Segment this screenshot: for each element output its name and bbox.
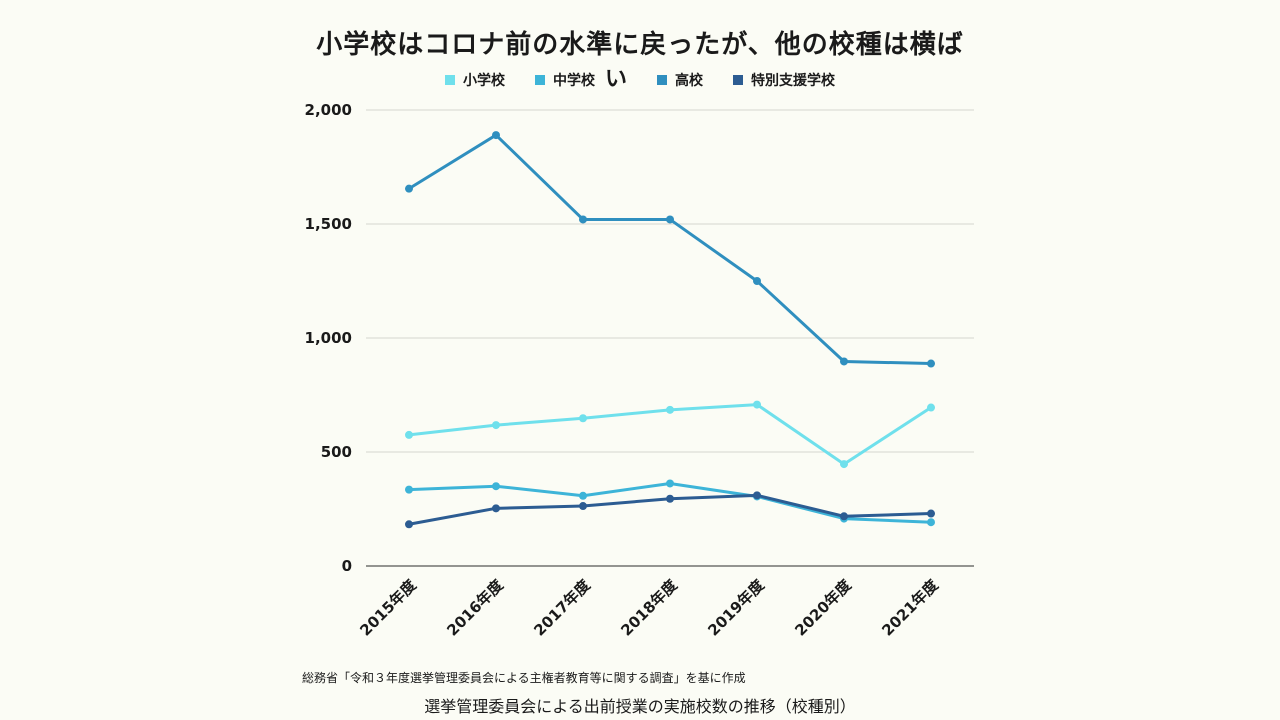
data-point [927, 509, 935, 518]
chart-title: 小学校はコロナ前の水準に戻ったが、他の校種は横ば [316, 30, 964, 60]
data-point [579, 215, 587, 224]
source-note: 総務省「令和３年度選挙管理委員会による主権者教育等に関する調査」を基に作成 [302, 671, 746, 685]
legend-item-junior-high: 中学校 い [534, 67, 627, 92]
y-tick-label: 1,500 [305, 215, 352, 233]
legend-item-special-support: 特別支援学校 [733, 70, 835, 90]
data-point [405, 430, 413, 439]
data-point [753, 491, 761, 500]
data-point [579, 414, 587, 423]
legend-swatch-junior-high [534, 75, 545, 85]
data-point [753, 400, 761, 409]
y-tick-label: 1,000 [305, 329, 352, 347]
data-point [492, 504, 500, 513]
legend-swatch-elementary [444, 75, 455, 85]
x-tick-label: 2021年度 [878, 575, 942, 639]
legend-label-junior-high: 中学校 [552, 73, 595, 89]
data-point [579, 502, 587, 511]
legend-item-elementary: 小学校 [444, 70, 505, 90]
data-point [753, 277, 761, 285]
data-point [405, 520, 413, 529]
data-point [666, 405, 674, 414]
y-tick-label: 0 [342, 557, 352, 575]
data-point [405, 184, 413, 193]
chart-caption: 選挙管理委員会による出前授業の実施校数の推移（校種別） [424, 697, 856, 716]
data-point [579, 491, 587, 500]
y-tick-label: 500 [321, 443, 352, 461]
x-tick-label: 2018年度 [617, 575, 681, 639]
data-point [840, 512, 848, 521]
data-point [666, 479, 674, 488]
x-tick-label: 2016年度 [443, 575, 507, 639]
series-line-2 [408, 133, 932, 366]
legend-swatch-high-school [657, 75, 667, 85]
x-tick-label: 2015年度 [356, 575, 420, 639]
x-tick-label: 2019年度 [704, 575, 768, 639]
data-point [927, 518, 935, 527]
data-point [492, 131, 500, 140]
data-point [840, 357, 848, 366]
legend-stray-mark: い [604, 67, 627, 92]
data-point [666, 494, 674, 503]
legend-item-high-school: 高校 [657, 70, 703, 90]
x-tick-label: 2020年度 [791, 575, 855, 639]
legend-swatch-special-support [733, 75, 743, 85]
data-point [492, 482, 500, 491]
data-point [492, 421, 500, 430]
legend-label-special-support: 特別支援学校 [751, 73, 835, 89]
data-point [405, 485, 413, 494]
chart-legend: 小学校 中学校 い 高校 特別支援学校 [0, 67, 1280, 92]
y-tick-label: 2,000 [305, 101, 352, 119]
legend-label-high-school: 高校 [675, 73, 703, 89]
data-point [927, 403, 935, 412]
legend-label-elementary: 小学校 [462, 73, 505, 89]
data-point [927, 359, 935, 368]
x-tick-label: 2017年度 [530, 575, 594, 639]
data-point [840, 460, 848, 469]
data-point [666, 215, 674, 224]
